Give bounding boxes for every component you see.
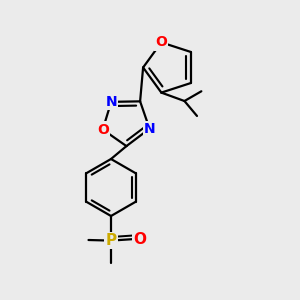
Text: O: O [134,232,147,247]
Text: O: O [155,35,167,50]
Text: N: N [105,95,117,109]
Text: O: O [97,122,109,136]
Text: P: P [105,233,117,248]
Text: N: N [144,122,155,136]
